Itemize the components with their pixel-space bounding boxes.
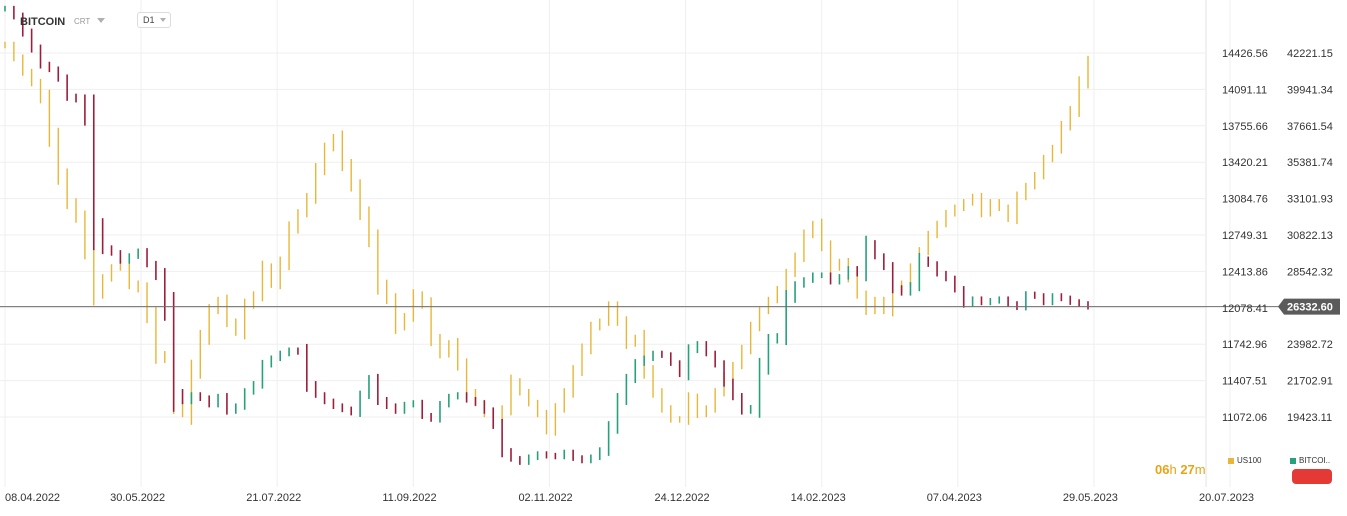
right-axis-tick: 21702.91 [1287,376,1333,388]
symbol-name[interactable]: BITCOIN [20,16,66,28]
left-axis: 14426.56 14091.11 13755.66 13420.21 13084.76… [1222,48,1268,424]
right-axis-tick: 39941.34 [1287,84,1333,96]
left-axis-tick: 12413.86 [1222,266,1268,278]
candle-countdown: 06h 27m [1155,462,1206,477]
legend-swatch-us100 [1228,457,1234,464]
left-axis-tick: 11072.06 [1222,412,1267,424]
left-axis-tick: 11407.51 [1222,376,1267,388]
current-price-value: 26332.60 [1287,302,1333,314]
right-axis-tick: 37661.54 [1287,121,1333,133]
x-tick-label: 02.11.2022 [518,492,572,504]
trade-button[interactable] [1292,469,1332,484]
legend-label-bitcoin: BITCOI.. [1299,456,1331,465]
left-axis-tick: 14426.56 [1222,48,1268,60]
left-axis-tick: 13755.66 [1222,121,1268,133]
right-axis-tick: 33101.93 [1287,194,1333,206]
x-tick-label: 08.04.2022 [5,492,60,504]
chart-toolbar: BITCOIN CRT D1 [0,0,1347,40]
x-tick-label: 24.12.2022 [655,492,710,504]
right-axis-tick: 35381.74 [1287,157,1333,169]
exchange-label: CRT [74,17,91,26]
legend-label-us100: US100 [1237,456,1262,465]
right-axis-tick: 42221.15 [1287,48,1333,60]
x-tick-label: 29.05.2023 [1063,492,1118,504]
x-axis: 08.04.2022 30.05.2022 21.07.2022 11.09.2022… [5,492,1254,504]
countdown-hours-unit: h [1169,462,1177,477]
countdown-minutes: 27 [1180,462,1195,477]
countdown-minutes-unit: m [1194,462,1206,477]
chart-grid [0,0,1231,487]
left-axis-tick: 13420.21 [1222,157,1268,169]
right-axis-tick: 23982.72 [1287,339,1333,351]
x-tick-label: 20.07.2023 [1199,492,1254,504]
right-axis: 42221.15 39941.34 37661.54 35381.74 33101.93… [1287,48,1333,424]
x-tick-label: 07.04.2023 [927,492,982,504]
left-axis-tick: 12078.41 [1222,303,1268,315]
current-price-tag [1278,298,1340,315]
right-axis-tick: 28542.32 [1287,266,1333,278]
x-tick-label: 21.07.2022 [246,492,301,504]
x-tick-label: 14.02.2023 [791,492,846,504]
legend-us100[interactable]: US100 [1228,456,1261,465]
countdown-hours: 06 [1155,462,1170,477]
chevron-down-icon [160,18,166,22]
legend-swatch-bitcoin [1290,457,1296,464]
left-axis-tick: 13084.76 [1222,194,1268,206]
timeframe-select[interactable]: D1 [137,12,171,28]
symbol-dropdown-icon[interactable] [97,18,105,23]
legend-bitcoin[interactable]: BITCOI.. [1290,456,1330,465]
us100-series [4,41,1089,436]
bitcoin-series [4,5,1089,465]
current-price-line: 26332.60 [0,298,1340,315]
right-axis-tick: 30822.13 [1287,230,1333,242]
left-axis-tick: 11742.96 [1222,339,1267,351]
right-axis-tick: 19423.11 [1287,412,1332,424]
x-tick-label: 11.09.2022 [382,492,436,504]
left-axis-tick: 14091.11 [1222,84,1267,96]
timeframe-label: D1 [143,15,155,25]
x-tick-label: 30.05.2022 [110,492,165,504]
left-axis-tick: 12749.31 [1222,230,1268,242]
